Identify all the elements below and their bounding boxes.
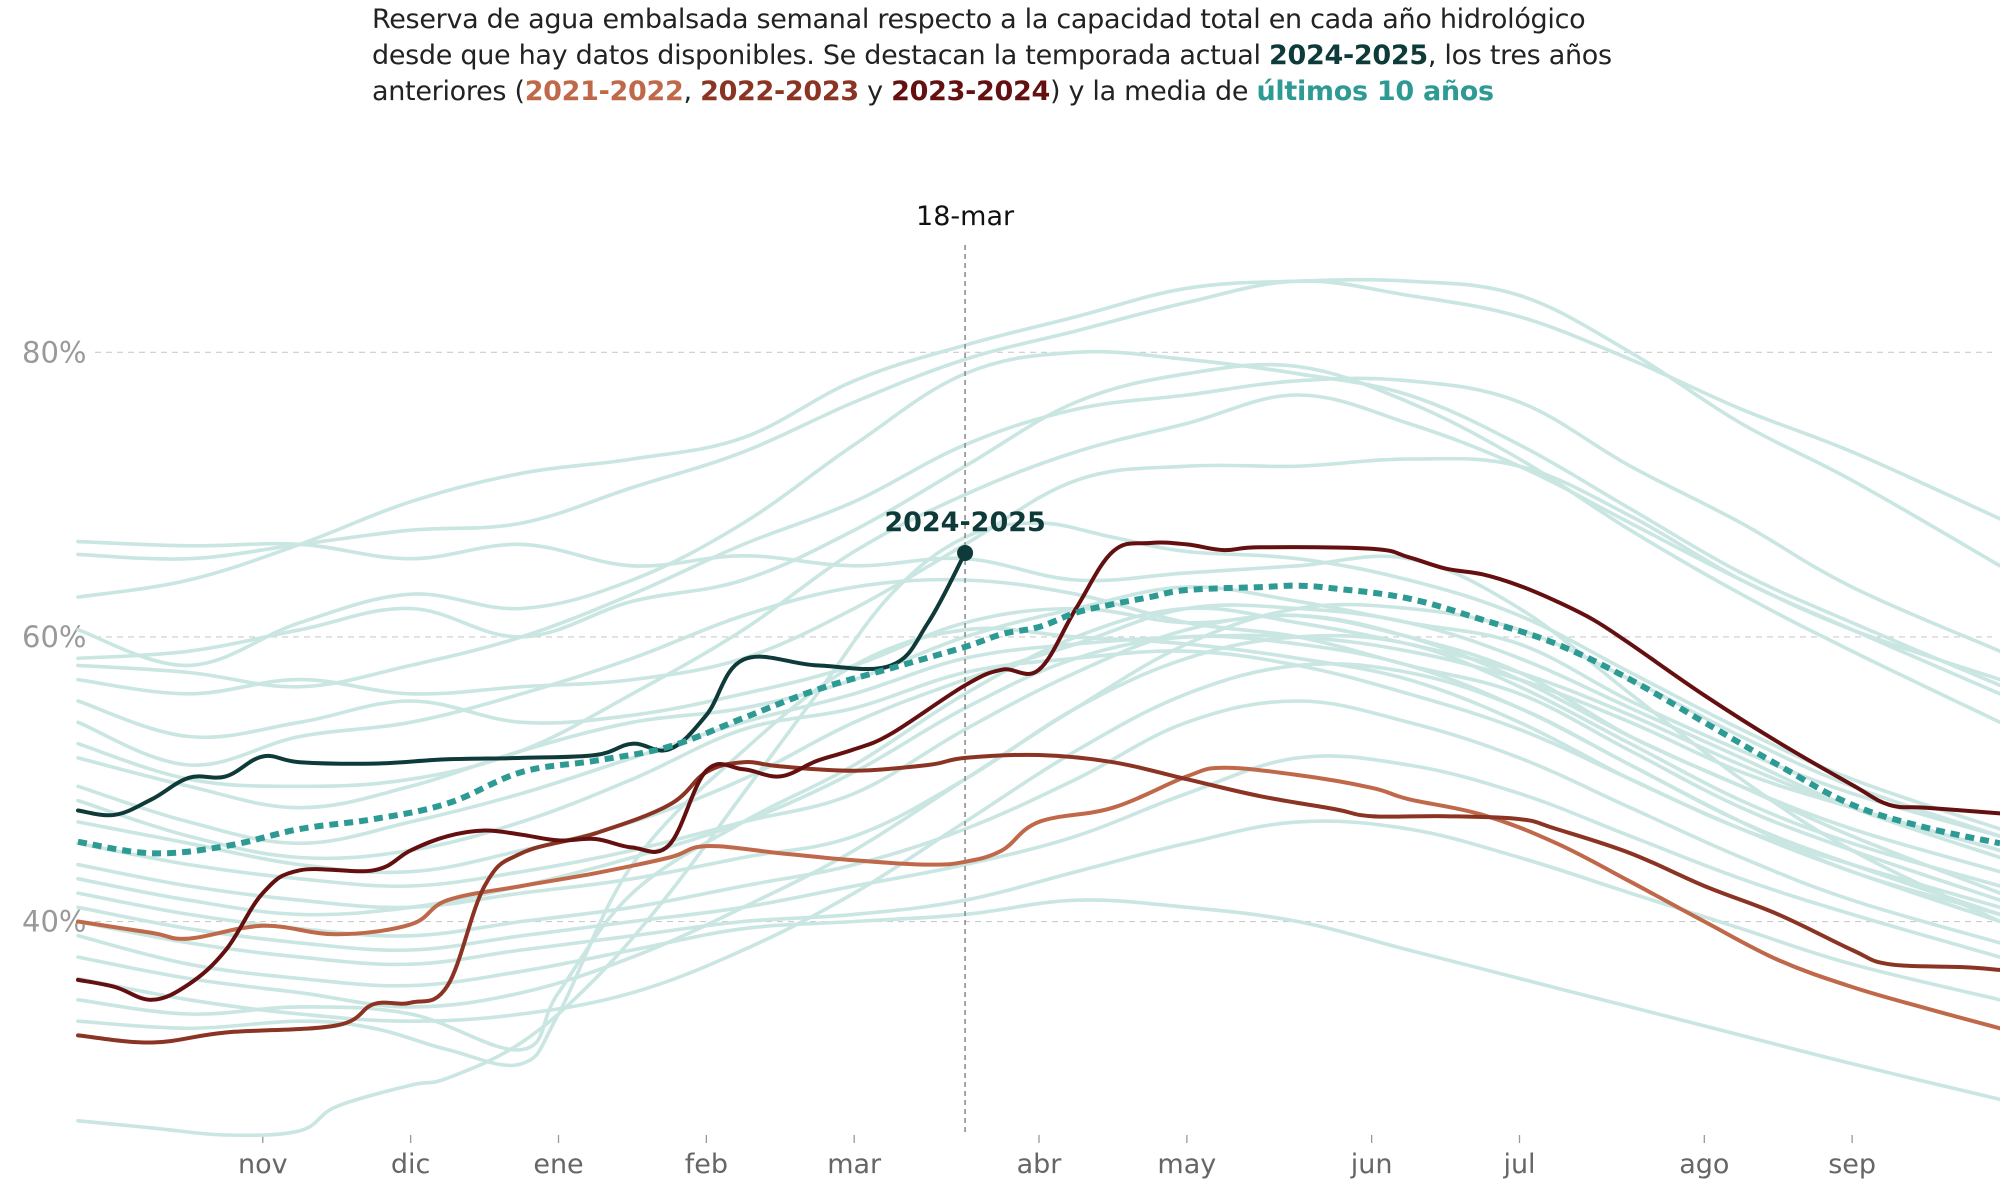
background-year-line xyxy=(76,393,2000,789)
background-year-line xyxy=(76,602,2000,1009)
subtitle-average: últimos 10 años xyxy=(1256,76,1494,107)
subtitle-current-season: 2024-2025 xyxy=(1269,40,1428,71)
background-year-line xyxy=(76,603,2000,875)
background-year-line xyxy=(76,376,2000,689)
x-axis: nov dic ene feb mar abr may jun jul ago sep xyxy=(238,1135,1876,1180)
background-year-line xyxy=(76,521,2000,1138)
y-axis: 40% 60% 80% xyxy=(22,335,86,938)
date-annotation-label: 18-mar xyxy=(916,201,1015,232)
grid-lines xyxy=(95,351,1992,923)
background-year-line xyxy=(76,349,2000,688)
background-year-line xyxy=(76,626,2000,1068)
subtitle-text: , los tres años anteriores ( xyxy=(372,40,1612,107)
x-tick-label: ago xyxy=(1679,1149,1729,1180)
background-year-line xyxy=(76,577,2000,902)
subtitle-text: ) y la media de xyxy=(1049,76,1257,107)
subtitle-text: y xyxy=(858,76,892,107)
background-year-line xyxy=(76,613,2000,888)
highlight-series xyxy=(76,540,2000,1045)
series-line-current xyxy=(76,551,968,818)
x-tick-label: mar xyxy=(827,1149,882,1180)
x-tick-label: abr xyxy=(1017,1149,1063,1180)
background-year-line xyxy=(76,754,2000,959)
subtitle-year-2023: 2023-2024 xyxy=(891,76,1050,107)
chart-subtitle: Reserva de agua embalsada semanal respec… xyxy=(372,2,1642,110)
x-tick-label: ene xyxy=(533,1149,583,1180)
current-marker: 2024-2025 xyxy=(884,507,1046,561)
y-tick-label: 40% xyxy=(22,905,86,939)
series-line-y2022 xyxy=(76,752,2000,1045)
background-year-line xyxy=(76,661,2000,1023)
background-series xyxy=(76,277,2000,1138)
subtitle-year-2022: 2022-2023 xyxy=(700,76,859,107)
background-year-line xyxy=(76,633,2000,853)
background-year-line xyxy=(76,898,2000,1102)
subtitle-text: Reserva de agua embalsada semanal respec… xyxy=(372,4,1586,71)
x-tick-label: jun xyxy=(1350,1149,1393,1180)
background-year-line xyxy=(76,362,2000,725)
background-year-line xyxy=(76,277,2000,599)
background-year-line xyxy=(76,606,2000,1052)
x-tick-label: dic xyxy=(391,1149,431,1180)
x-tick-label: sep xyxy=(1828,1149,1876,1180)
x-tick-label: may xyxy=(1157,1149,1216,1180)
x-tick-label: feb xyxy=(685,1149,728,1180)
current-season-point xyxy=(957,544,974,561)
background-year-line xyxy=(76,819,2000,1002)
subtitle-year-2021: 2021-2022 xyxy=(524,76,684,107)
series-line-y2023 xyxy=(76,540,2000,1002)
subtitle-text: , xyxy=(683,76,701,107)
series-line-y2021 xyxy=(76,765,2000,1031)
current-season-label: 2024-2025 xyxy=(884,507,1046,538)
y-tick-label: 60% xyxy=(22,620,86,654)
series-line-avg xyxy=(77,582,2000,857)
background-year-line xyxy=(76,456,2000,696)
background-year-line xyxy=(76,585,2000,838)
y-tick-label: 80% xyxy=(22,335,86,369)
background-year-line xyxy=(76,699,2000,945)
date-annotation: 18-mar xyxy=(916,201,1015,1135)
x-tick-label: nov xyxy=(238,1149,288,1180)
x-tick-label: jul xyxy=(1502,1149,1535,1180)
